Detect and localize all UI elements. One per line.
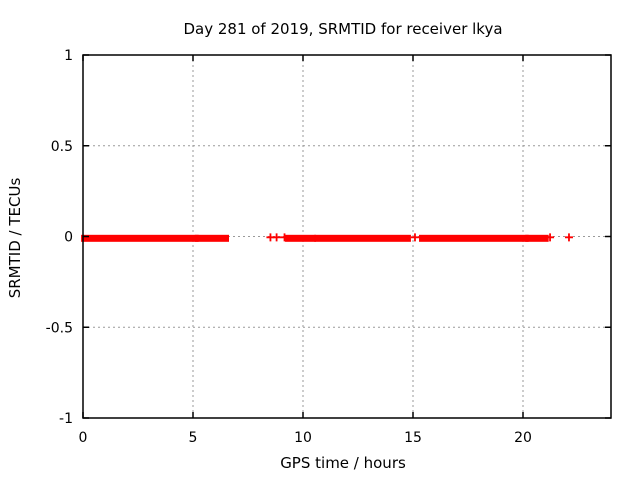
data-run [525,234,549,242]
axis-layer [82,54,612,419]
y-tick-label: 0.5 [51,139,73,155]
x-axis-label: GPS time / hours [280,454,406,472]
y-tick-label: -1 [59,411,73,427]
x-tick-label: 5 [189,430,198,446]
data-run [81,234,199,242]
data-point-plus [564,233,573,242]
y-tick-label: -0.5 [46,320,73,336]
tick-label-layer: 0 5 10 15 20 1 0.5 0 -0.5 -1 [46,48,532,446]
data-run [285,234,316,242]
x-tick-label: 10 [294,430,312,446]
x-tick-label: 0 [79,430,88,446]
y-tick-label: 0 [64,230,73,246]
data-point-plus [272,233,281,242]
y-tick-label: 1 [64,48,73,64]
data-run [194,234,229,242]
x-tick-label: 20 [514,430,532,446]
data-layer [81,233,573,242]
data-run [419,234,529,242]
data-point-plus [410,233,419,242]
data-run [314,234,411,242]
x-tick-label: 15 [404,430,422,446]
chart-title: Day 281 of 2019, SRMTID for receiver lky… [183,20,502,38]
y-axis-label: SRMTID / TECUs [6,178,24,299]
data-point-plus [546,233,555,242]
data-point-plus [280,233,289,242]
